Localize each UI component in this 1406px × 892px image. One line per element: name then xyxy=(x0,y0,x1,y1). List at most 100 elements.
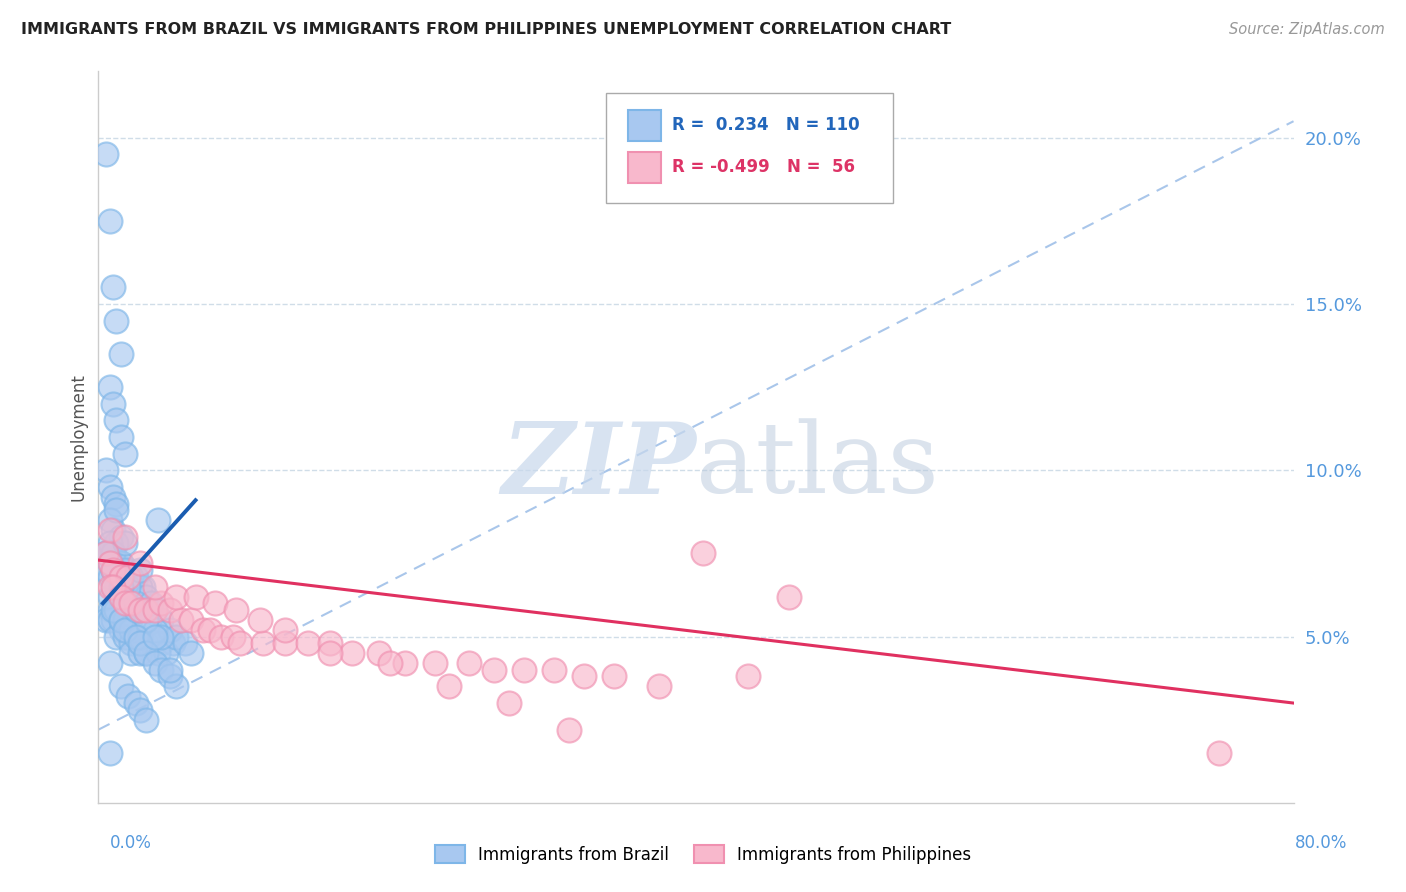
Point xyxy=(143,603,166,617)
Point xyxy=(180,613,202,627)
Point xyxy=(125,570,148,584)
Point xyxy=(94,147,117,161)
Point xyxy=(139,596,162,610)
Point xyxy=(103,563,125,577)
Point xyxy=(110,557,132,571)
Point xyxy=(169,613,191,627)
Point xyxy=(94,463,117,477)
Point xyxy=(114,596,136,610)
Point xyxy=(148,646,170,660)
Point xyxy=(103,546,125,560)
Point xyxy=(209,630,232,644)
Point xyxy=(148,513,170,527)
Point xyxy=(120,636,142,650)
Point xyxy=(98,557,122,571)
Point xyxy=(159,603,181,617)
Point xyxy=(98,590,122,604)
Text: IMMIGRANTS FROM BRAZIL VS IMMIGRANTS FROM PHILIPPINES UNEMPLOYMENT CORRELATION C: IMMIGRANTS FROM BRAZIL VS IMMIGRANTS FRO… xyxy=(21,22,952,37)
Point xyxy=(513,663,536,677)
Point xyxy=(110,580,132,594)
Point xyxy=(117,596,139,610)
Point xyxy=(117,690,139,704)
Point xyxy=(105,603,128,617)
Point xyxy=(129,580,152,594)
Point xyxy=(98,214,122,228)
Text: 80.0%: 80.0% xyxy=(1295,834,1347,852)
Point xyxy=(103,603,125,617)
Point xyxy=(143,636,166,650)
Point xyxy=(184,590,207,604)
Point xyxy=(132,580,155,594)
Point xyxy=(98,746,122,760)
Point xyxy=(103,523,125,537)
Point xyxy=(105,536,128,550)
Point xyxy=(135,646,157,660)
Point xyxy=(135,613,157,627)
Point xyxy=(692,546,714,560)
Point xyxy=(94,546,117,560)
Point xyxy=(103,613,125,627)
Point xyxy=(117,563,139,577)
Point xyxy=(159,669,181,683)
Point xyxy=(135,636,157,650)
Point xyxy=(105,497,128,511)
Point xyxy=(155,646,177,660)
Point xyxy=(110,590,132,604)
Point xyxy=(229,636,252,650)
Point xyxy=(98,613,122,627)
Point xyxy=(114,563,136,577)
Point xyxy=(98,546,122,560)
Point xyxy=(319,636,342,650)
Point xyxy=(114,630,136,644)
Point xyxy=(129,563,152,577)
Point xyxy=(165,590,187,604)
Point xyxy=(143,623,166,637)
Point xyxy=(110,590,132,604)
Point xyxy=(98,580,122,594)
Point xyxy=(162,636,184,650)
Point xyxy=(103,280,125,294)
Point xyxy=(394,656,416,670)
Point xyxy=(110,596,132,610)
Point xyxy=(378,656,401,670)
Point xyxy=(143,580,166,594)
Point xyxy=(150,663,173,677)
Point xyxy=(120,596,142,610)
Point xyxy=(129,603,152,617)
Point xyxy=(114,536,136,550)
Point xyxy=(110,613,132,627)
Point xyxy=(191,623,214,637)
Text: atlas: atlas xyxy=(696,418,939,514)
Point xyxy=(135,713,157,727)
Point xyxy=(105,413,128,427)
Point xyxy=(98,523,122,537)
FancyBboxPatch shape xyxy=(628,152,661,183)
Point xyxy=(125,603,148,617)
Point xyxy=(543,663,565,677)
Point xyxy=(129,703,152,717)
Text: ZIP: ZIP xyxy=(501,418,696,515)
Point xyxy=(125,596,148,610)
Point xyxy=(143,630,166,644)
Point xyxy=(94,546,117,560)
Point xyxy=(110,570,132,584)
Point xyxy=(200,623,222,637)
Point xyxy=(110,570,132,584)
Point xyxy=(98,570,122,584)
Point xyxy=(105,580,128,594)
Point xyxy=(98,536,122,550)
Point xyxy=(135,603,157,617)
Point xyxy=(274,636,297,650)
Point xyxy=(342,646,364,660)
Point xyxy=(165,680,187,694)
Point xyxy=(423,656,446,670)
Point xyxy=(498,696,520,710)
Point xyxy=(98,656,122,670)
Point xyxy=(120,623,142,637)
Point xyxy=(603,669,626,683)
Point xyxy=(114,530,136,544)
Point xyxy=(110,530,132,544)
Point xyxy=(103,397,125,411)
Point xyxy=(125,630,148,644)
Point xyxy=(150,630,173,644)
